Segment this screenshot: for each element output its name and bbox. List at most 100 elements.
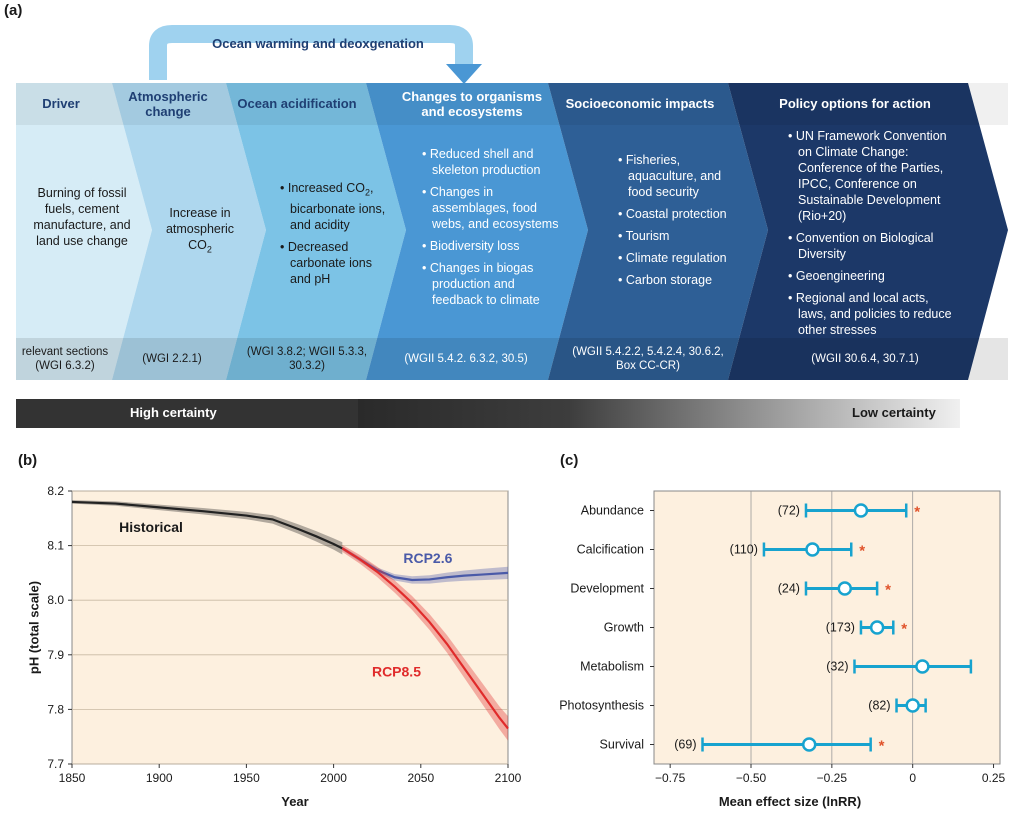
mean-point — [869, 620, 885, 635]
header-policy: Policy options for action — [779, 95, 931, 111]
xtick-label-b: 1900 — [146, 771, 173, 785]
category-label: Growth — [604, 621, 644, 635]
series-line-historical — [71, 500, 343, 550]
socio-bullet: Climate regulation — [626, 250, 746, 266]
socio-bullet: Tourism — [626, 228, 746, 244]
policy-bullet: Geoengineering — [796, 268, 956, 284]
ytick-label-b: 7.7 — [47, 757, 64, 771]
sample-count: (173) — [826, 621, 855, 635]
acid-bullet-cont: bicarbonate ions, and acidity — [290, 201, 386, 232]
xtick-label-c: 0.25 — [982, 771, 1006, 785]
mean-point — [915, 659, 930, 674]
category-label: Abundance — [581, 504, 644, 518]
ref-organisms: (WGII 5.4.2. 6.3.2, 30.5) — [404, 353, 528, 365]
category-label: Calcification — [577, 543, 644, 557]
xtick-label-c: −0.75 — [655, 771, 686, 785]
xtick-label-c: 0 — [909, 771, 916, 785]
ref-atmos: (WGI 2.2.1) — [142, 353, 202, 365]
ytick-label-b: 8.0 — [47, 593, 64, 607]
policy-bullet: Convention on Biological Diversity — [796, 230, 956, 262]
body-organisms: Reduced shell and skeleton production Ch… — [420, 146, 568, 314]
category-label: Photosynthesis — [559, 699, 644, 713]
acid-bullet: Decreased carbonate ions and pH — [288, 239, 390, 287]
ref-acid: (WGI 3.8.2; WGII 5.3.3, 30.3.2) — [246, 346, 368, 372]
xtick-label-c: −0.50 — [736, 771, 767, 785]
acid-bullet: Increased CO2, bicarbonate ions, and aci… — [287, 180, 390, 233]
plot-area-c — [653, 490, 1001, 765]
acid-bullet-sub: 2 — [364, 187, 370, 198]
certainty-high-label: High certainty — [130, 405, 217, 420]
mean-point — [853, 503, 869, 518]
sample-count: (82) — [868, 699, 890, 713]
body-atmos-text: Increase in atmospheric CO — [165, 206, 235, 252]
series-label-rcp85: RCP8.5 — [372, 664, 421, 680]
xtick-label-b: 2000 — [320, 771, 347, 785]
ytick-label-b: 8.2 — [47, 484, 64, 498]
header-atmos: Atmospheric change — [128, 89, 208, 119]
body-acid: Increased CO2, bicarbonate ions, and aci… — [278, 180, 390, 293]
mean-point — [805, 542, 820, 557]
significance-star: * — [885, 582, 891, 599]
significance-star: * — [901, 621, 907, 638]
certainty-bar — [16, 399, 372, 428]
sample-count: (72) — [778, 504, 800, 518]
policy-bullet: Regional and local acts, laws, and polic… — [796, 290, 956, 338]
socio-bullet: Carbon storage — [626, 272, 746, 288]
xtick-label-b: 2050 — [407, 771, 434, 785]
xtick-label-b: 1950 — [233, 771, 260, 785]
sample-count: (24) — [778, 582, 800, 596]
category-label: Development — [570, 582, 644, 596]
sample-count: (69) — [674, 738, 696, 752]
ytick-label-b: 7.8 — [47, 702, 64, 716]
panel-c-label: (c) — [560, 452, 579, 469]
ytick-label-b: 7.9 — [47, 648, 64, 662]
chevron-atmos — [112, 83, 266, 380]
panel-b-label: (b) — [18, 452, 38, 469]
chart-b-xlabel: Year — [281, 794, 309, 809]
org-bullet: Reduced shell and skeleton production — [430, 146, 568, 178]
significance-star: * — [914, 504, 920, 521]
warming-arrow — [149, 25, 473, 80]
sample-count: (32) — [826, 660, 848, 674]
series-label-rcp26: RCP2.6 — [403, 550, 452, 566]
ytick-label-b: 8.1 — [47, 539, 64, 553]
certainty-low-label: Low certainty — [852, 405, 936, 420]
body-driver: Burning of fossil fuels, cement manufact… — [33, 186, 131, 248]
socio-bullet: Coastal protection — [626, 206, 746, 222]
plot-area-b — [71, 490, 509, 765]
header-driver: Driver — [42, 95, 80, 111]
series-line-rcp85 — [341, 547, 509, 730]
policy-bullet: UN Framework Convention on Climate Chang… — [796, 128, 956, 224]
sample-count: (110) — [730, 543, 758, 557]
chevron-driver — [16, 83, 152, 380]
panel-a-label: (a) — [4, 2, 23, 19]
header-acid: Ocean acidification — [237, 95, 357, 111]
xtick-label-b: 2100 — [495, 771, 522, 785]
body-atmos: Increase in atmospheric CO2 — [160, 205, 240, 258]
body-socio: Fisheries, aquaculture, and food securit… — [616, 152, 746, 294]
xtick-label-b: 1850 — [59, 771, 86, 785]
org-bullet: Biodiversity loss — [430, 238, 568, 254]
ref-driver: relevant sections (WGI 6.3.2) — [21, 346, 109, 372]
body-policy: UN Framework Convention on Climate Chang… — [786, 128, 956, 344]
mean-point — [801, 737, 817, 752]
warming-arrow-label: Ocean warming and deoxgenation — [212, 36, 424, 51]
ref-socio: (WGII 5.4.2.2, 5.4.2.4, 30.6.2, Box CC-C… — [572, 346, 724, 372]
xtick-label-c: −0.25 — [817, 771, 848, 785]
acid-bullet-text: Increased CO — [287, 181, 365, 195]
header-organisms: Changes to organisms and ecosystems — [401, 89, 543, 119]
category-label: Survival — [600, 738, 644, 752]
chart-c-xlabel: Mean effect size (lnRR) — [718, 794, 862, 809]
socio-bullet: Fisheries, aquaculture, and food securit… — [626, 152, 746, 200]
warming-arrow-head — [446, 64, 482, 84]
org-bullet: Changes in biogas production and feedbac… — [430, 260, 568, 308]
category-label: Metabolism — [580, 660, 644, 674]
significance-star: * — [859, 543, 865, 560]
series-label-historical: Historical — [119, 519, 183, 535]
mean-point — [905, 698, 920, 713]
header-socio: Socioeconomic impacts — [565, 95, 715, 111]
mean-point — [837, 581, 853, 596]
body-atmos-sub: 2 — [206, 244, 212, 255]
